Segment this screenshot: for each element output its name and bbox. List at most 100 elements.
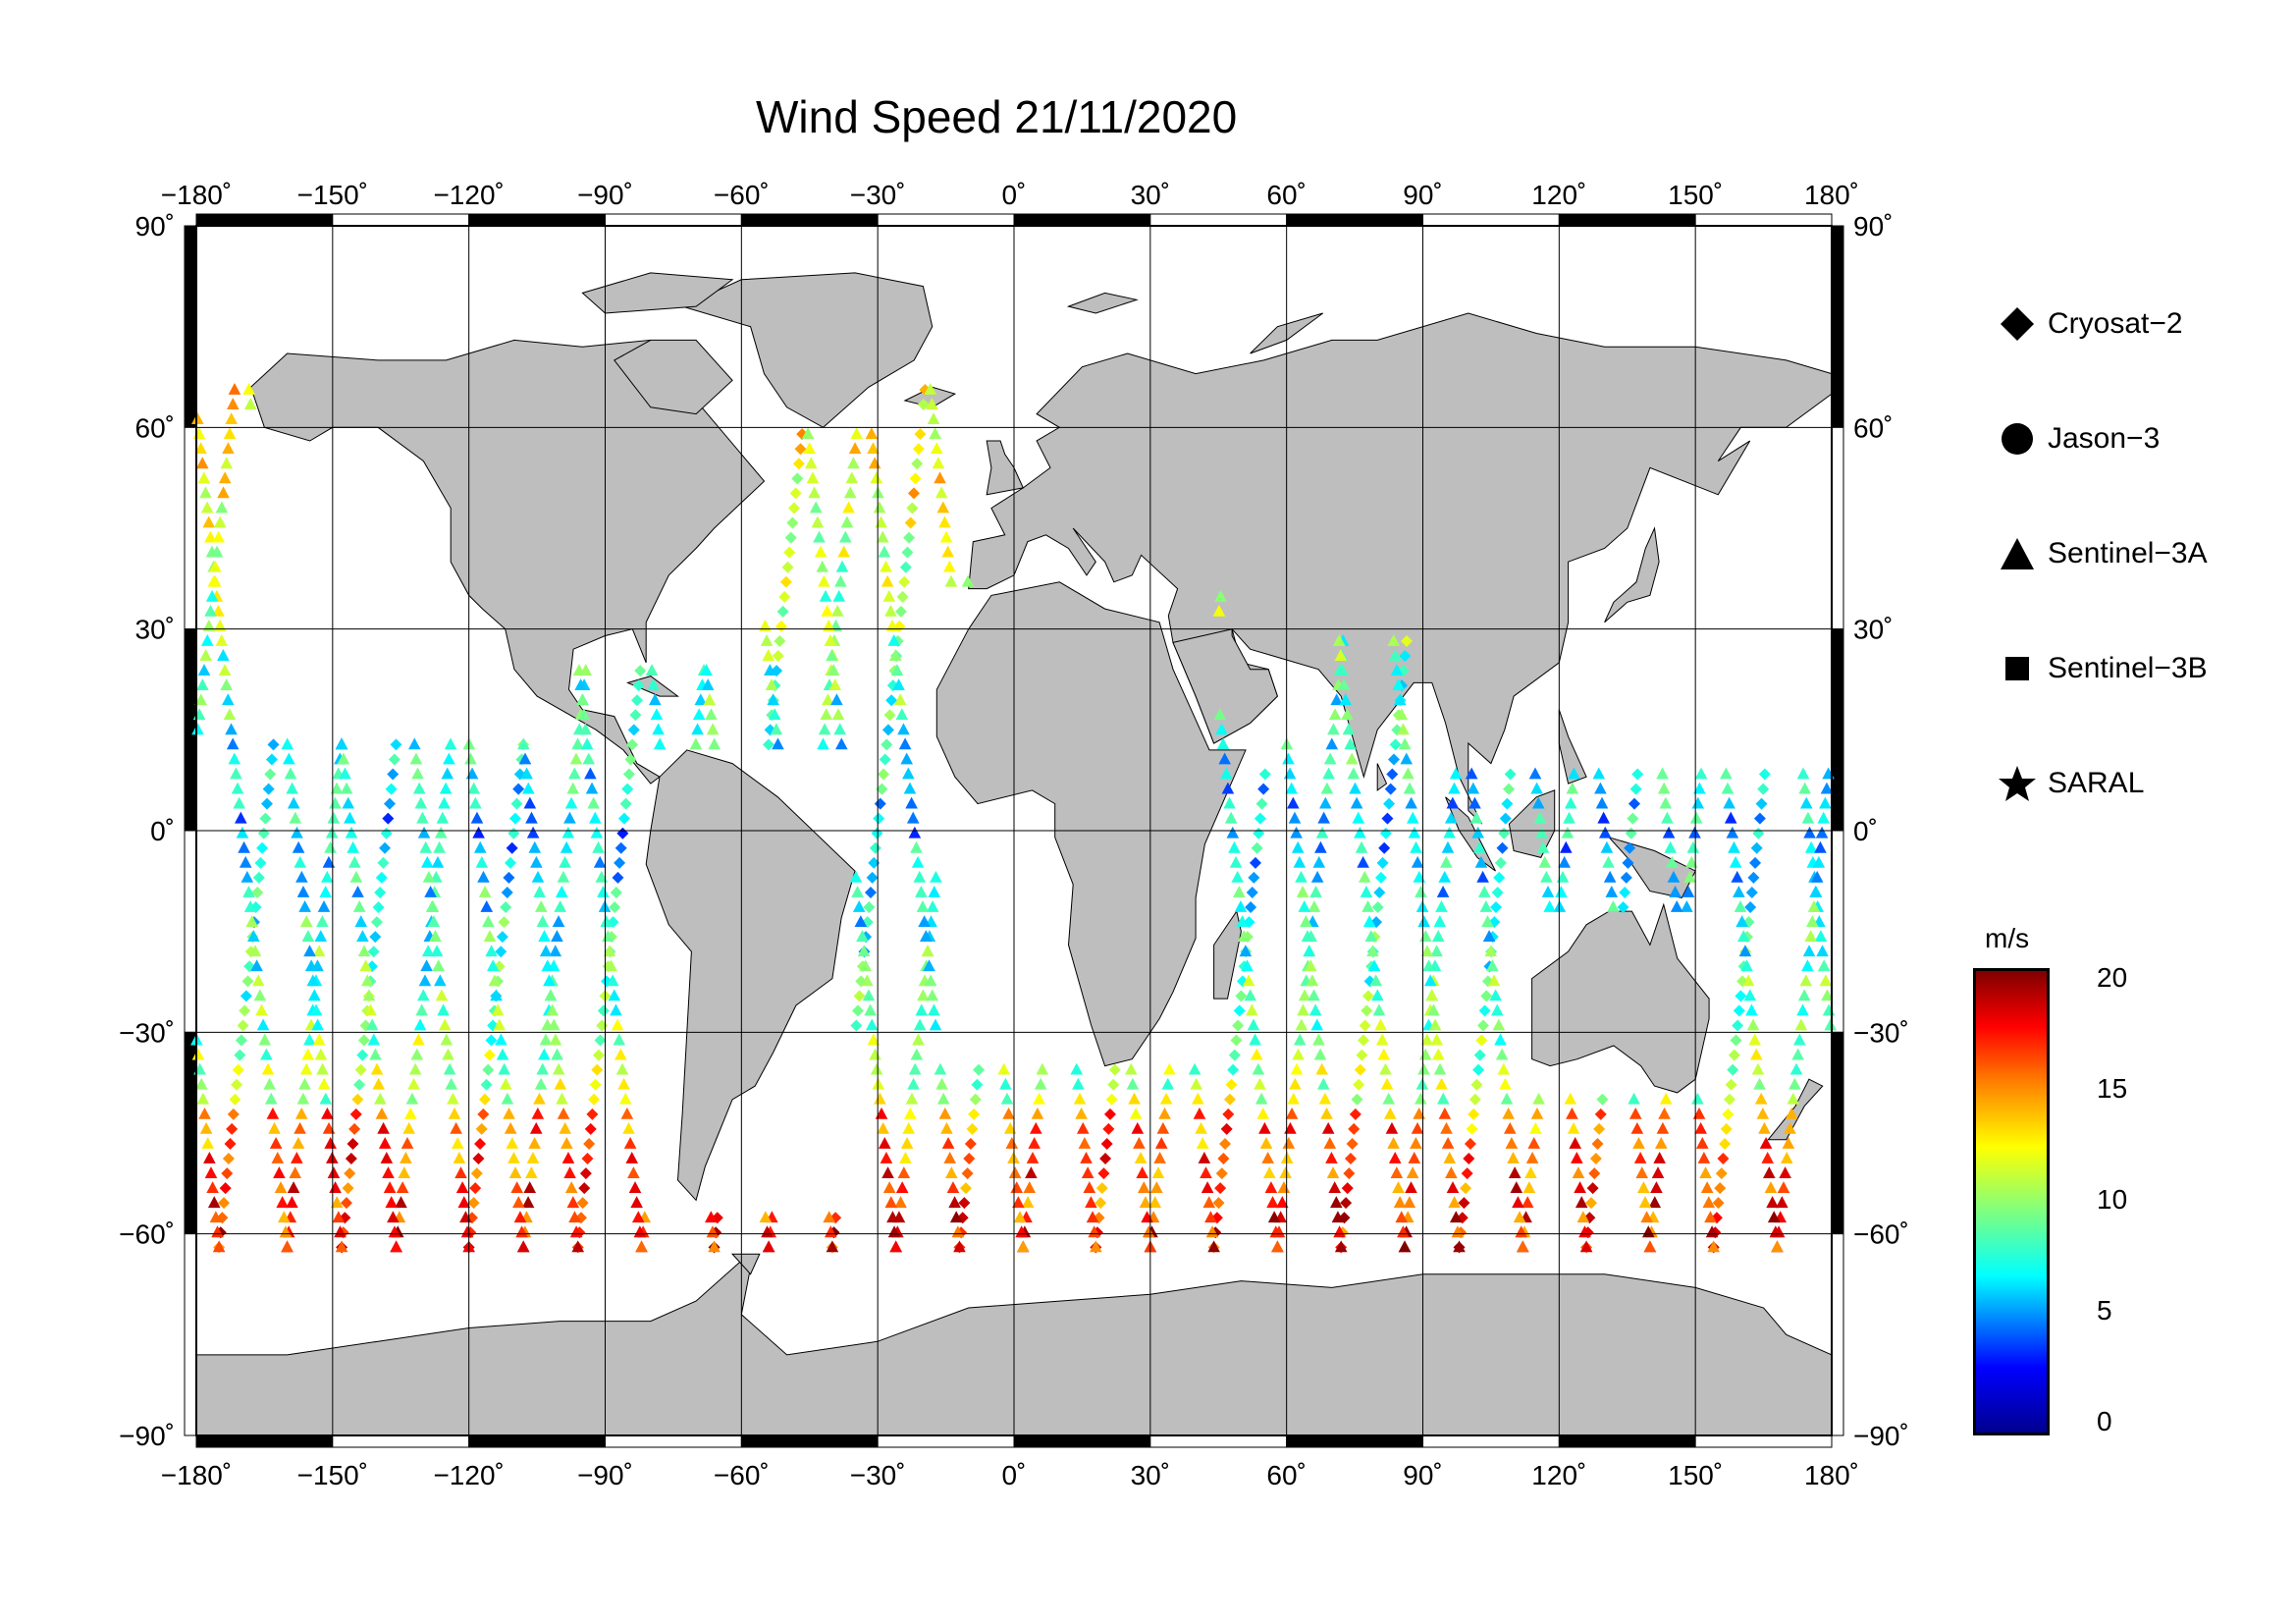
- track-point: [1441, 1136, 1455, 1149]
- track-point: [897, 1166, 911, 1178]
- track-point: [1012, 1196, 1025, 1209]
- border-band-top: [605, 213, 742, 227]
- track-point: [1533, 811, 1547, 824]
- track-point: [330, 1196, 344, 1209]
- track-point: [1617, 901, 1629, 914]
- track-point: [1499, 812, 1512, 825]
- track-point: [1620, 871, 1632, 884]
- track-point: [759, 619, 772, 631]
- track-point: [388, 1225, 401, 1238]
- track-point: [500, 901, 512, 914]
- track-point: [295, 870, 308, 883]
- track-point: [1308, 989, 1320, 1001]
- track-point: [968, 1108, 981, 1120]
- track-point: [926, 398, 938, 409]
- track-point: [1204, 1211, 1217, 1223]
- track-point: [1258, 1121, 1271, 1134]
- track-point: [1029, 1121, 1042, 1134]
- track-point: [1384, 1107, 1397, 1119]
- track-point: [1256, 1107, 1270, 1119]
- track-point: [826, 649, 838, 661]
- track-point: [411, 767, 424, 780]
- track-point: [1232, 1019, 1245, 1032]
- track-point: [488, 974, 502, 987]
- track-point: [1443, 826, 1456, 839]
- track-point: [294, 1121, 306, 1134]
- colorbar-tick: 15: [2097, 1073, 2128, 1104]
- track-point: [830, 604, 844, 617]
- track-point: [1249, 856, 1261, 869]
- lon-tick-bottom: 120˚: [1531, 1460, 1586, 1490]
- track-point: [1327, 723, 1340, 735]
- track-point: [1532, 1092, 1545, 1105]
- track-point: [1540, 870, 1553, 883]
- track-point: [1501, 797, 1514, 810]
- track-point: [881, 1166, 894, 1178]
- track-point: [1473, 1049, 1486, 1061]
- track-point: [1764, 1181, 1778, 1194]
- track-point: [204, 530, 217, 543]
- track-point: [1766, 1196, 1779, 1209]
- track-point: [1413, 870, 1426, 883]
- legend-label: Jason−3: [2048, 422, 2161, 455]
- track-point: [395, 1196, 407, 1209]
- track-point: [234, 1049, 246, 1061]
- track-point: [266, 1107, 280, 1119]
- landmass-baffin: [614, 339, 733, 415]
- track-point: [218, 471, 232, 484]
- track-point: [1315, 1062, 1328, 1075]
- track-point: [1433, 915, 1447, 927]
- track-point: [499, 1077, 512, 1090]
- track-point: [332, 1211, 346, 1223]
- track-point: [1230, 1034, 1243, 1047]
- track-point: [566, 782, 579, 794]
- track-point: [826, 1240, 839, 1253]
- track-point: [409, 752, 423, 765]
- track-point: [1595, 796, 1609, 809]
- track-point: [1288, 811, 1302, 824]
- track-point: [1572, 1166, 1585, 1178]
- track-point: [1070, 1062, 1084, 1075]
- track-point: [822, 619, 835, 631]
- track-point: [1747, 871, 1760, 884]
- track-point: [859, 959, 873, 972]
- track-point: [578, 1182, 591, 1195]
- track-point: [938, 515, 951, 528]
- track-point: [474, 1137, 487, 1150]
- track-point: [939, 530, 953, 543]
- track-point: [1340, 1197, 1353, 1210]
- track-point: [1355, 840, 1368, 853]
- track-point: [934, 1062, 947, 1075]
- track-point: [1257, 783, 1270, 795]
- track-point: [486, 959, 500, 972]
- track-point: [941, 545, 954, 558]
- track-point: [1134, 1152, 1148, 1163]
- landmass-arabia: [1172, 628, 1278, 744]
- track-point: [520, 767, 533, 780]
- track-point: [508, 1166, 522, 1178]
- track-point: [556, 1092, 568, 1105]
- track-point: [857, 945, 871, 957]
- lat-tick-left: 90˚: [135, 211, 175, 242]
- track-point: [634, 665, 647, 677]
- track-point: [811, 515, 825, 528]
- track-point: [609, 901, 621, 914]
- track-point: [973, 1063, 986, 1076]
- track-point: [1156, 1121, 1170, 1134]
- track-point: [877, 1121, 889, 1134]
- track-point: [1312, 1033, 1325, 1046]
- track-point: [437, 1003, 450, 1016]
- track-point: [772, 650, 784, 663]
- track-point: [913, 870, 927, 883]
- track-point: [1332, 633, 1346, 646]
- track-point: [767, 693, 779, 706]
- track-point: [1337, 678, 1351, 691]
- track-point: [1820, 782, 1834, 794]
- track-point: [1603, 870, 1617, 883]
- track-point: [1470, 1078, 1483, 1091]
- track-point: [1536, 840, 1550, 853]
- track-point: [191, 723, 204, 735]
- track-point: [1662, 826, 1676, 839]
- triangle-icon: [2001, 538, 2034, 569]
- track-point: [1389, 738, 1402, 751]
